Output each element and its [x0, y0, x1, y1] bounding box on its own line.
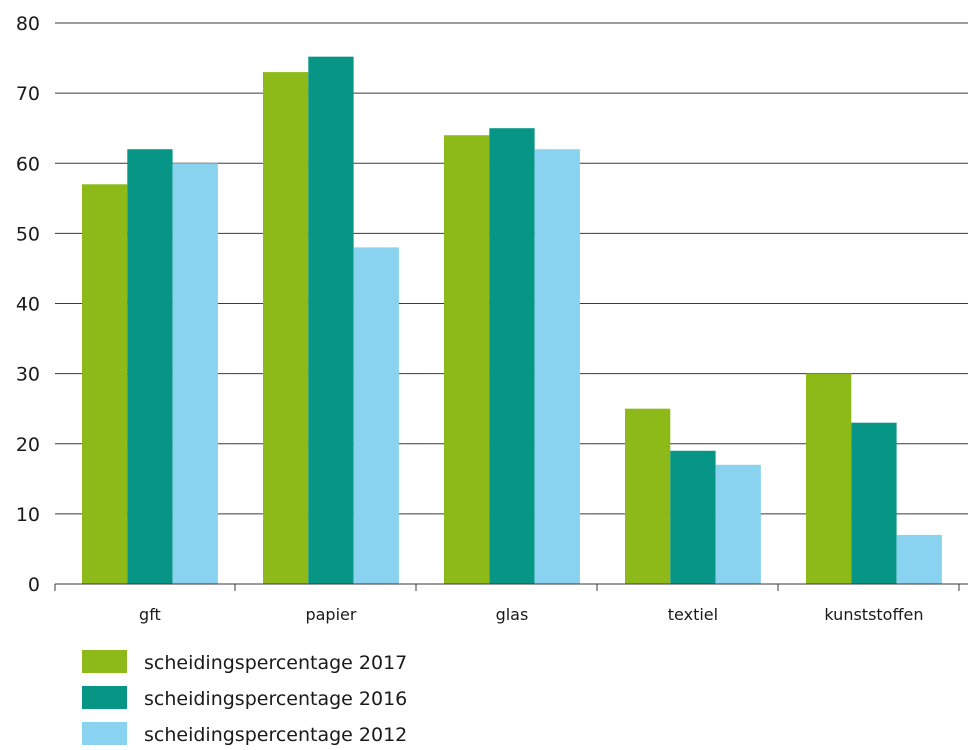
bar-textiel-series-2: [670, 450, 716, 584]
x-axis: [54, 583, 968, 591]
bar-gft-series-3: [172, 163, 218, 584]
y-tick-label: 0: [28, 574, 40, 596]
bar-papier-series-1: [263, 72, 309, 584]
x-axis-labels: gft papier glas textiel kunststoffen: [139, 605, 923, 624]
bar-glas-series-1: [444, 135, 490, 584]
legend-label: scheidingspercentage 2017: [144, 652, 407, 674]
x-tick-label: kunststoffen: [824, 605, 923, 624]
x-tick-label: glas: [496, 605, 529, 624]
x-tick-label: papier: [305, 605, 356, 624]
bar-kunststoffen-series-2: [851, 422, 897, 584]
y-tick-label: 10: [16, 504, 40, 526]
y-tick-label: 20: [16, 434, 40, 456]
legend-swatch: [82, 650, 127, 673]
legend-label: scheidingspercentage 2012: [144, 724, 407, 746]
legend-swatch: [82, 722, 127, 745]
y-tick-label: 40: [16, 294, 40, 316]
y-tick-label: 60: [16, 153, 40, 175]
bar-gft-series-2: [127, 149, 173, 584]
bar-papier-series-3: [353, 247, 399, 584]
bar-textiel-series-3: [715, 464, 761, 584]
bar-gft-series-1: [82, 184, 128, 585]
bar-glas-series-3: [534, 149, 580, 584]
y-tick-label: 80: [16, 13, 40, 35]
y-tick-label: 70: [16, 83, 40, 105]
bar-glas-series-2: [489, 128, 535, 584]
bar-kunststoffen-series-1: [806, 373, 852, 585]
y-tick-label: 30: [16, 364, 40, 386]
bar-papier-series-2: [308, 56, 354, 585]
bar-kunststoffen-series-3: [896, 534, 942, 584]
bar-textiel-series-1: [625, 408, 671, 584]
y-axis-ticks: 0 10 20 30 40 50 60 70 80: [16, 13, 40, 596]
y-tick-label: 50: [16, 223, 40, 245]
legend: scheidingspercentage 2017 scheidingsperce…: [82, 650, 407, 746]
legend-swatch: [82, 686, 127, 709]
x-tick-label: gft: [139, 605, 161, 624]
legend-label: scheidingspercentage 2016: [144, 688, 407, 710]
bars: [82, 56, 942, 585]
x-tick-label: textiel: [668, 605, 718, 624]
